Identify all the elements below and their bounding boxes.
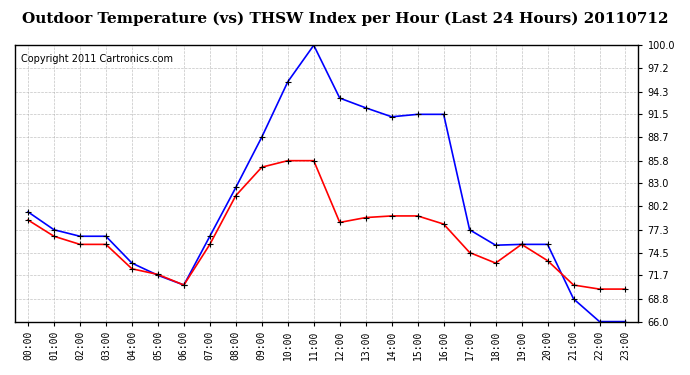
Text: Copyright 2011 Cartronics.com: Copyright 2011 Cartronics.com — [21, 54, 173, 63]
Text: Outdoor Temperature (vs) THSW Index per Hour (Last 24 Hours) 20110712: Outdoor Temperature (vs) THSW Index per … — [22, 11, 668, 26]
